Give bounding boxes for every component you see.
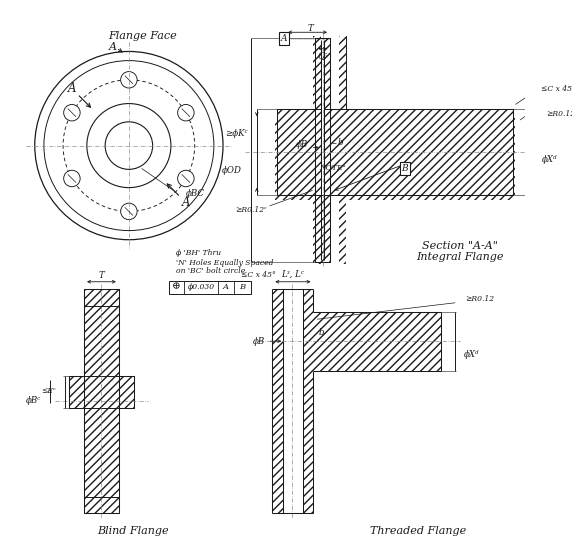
Text: Threaded Flange: Threaded Flange bbox=[371, 526, 467, 536]
Text: A: A bbox=[67, 82, 76, 95]
Bar bbox=[283, 289, 303, 513]
Text: ≥R0.12: ≥R0.12 bbox=[465, 295, 494, 303]
Text: ϕB: ϕB bbox=[296, 140, 308, 149]
Bar bbox=[272, 312, 313, 371]
Text: ≤C x 45°: ≤C x 45° bbox=[241, 271, 276, 279]
Bar bbox=[84, 289, 119, 305]
Text: ϕ 'BH' Thru: ϕ 'BH' Thru bbox=[176, 249, 221, 258]
Bar bbox=[321, 36, 339, 264]
Bar bbox=[84, 376, 119, 408]
Bar bbox=[84, 497, 119, 513]
Bar bbox=[330, 109, 513, 195]
Text: Section "A-A": Section "A-A" bbox=[422, 241, 498, 251]
Text: A: A bbox=[223, 283, 229, 291]
Bar bbox=[277, 109, 315, 195]
Text: ≤Eᶜ: ≤Eᶜ bbox=[41, 387, 56, 395]
Bar bbox=[313, 200, 321, 264]
Text: B: B bbox=[402, 164, 408, 173]
Text: ≤C x 45°: ≤C x 45° bbox=[541, 85, 572, 93]
Text: T: T bbox=[98, 271, 104, 280]
Bar bbox=[339, 200, 347, 264]
Text: ≥ϕKᶜ: ≥ϕKᶜ bbox=[225, 129, 248, 138]
Text: ϕXᵈ: ϕXᵈ bbox=[542, 155, 558, 164]
Text: Integral Flange: Integral Flange bbox=[416, 252, 503, 262]
Bar bbox=[272, 289, 283, 513]
Bar bbox=[169, 281, 251, 294]
Bar bbox=[313, 312, 442, 371]
Text: A: A bbox=[181, 196, 190, 209]
Text: NOTEᵃ: NOTEᵃ bbox=[319, 164, 345, 173]
Bar bbox=[313, 36, 321, 264]
Circle shape bbox=[121, 203, 137, 220]
Text: ϕOD: ϕOD bbox=[223, 166, 242, 175]
Text: ⊕: ⊕ bbox=[172, 282, 181, 292]
Text: ≥R0.12ᶜ: ≥R0.12ᶜ bbox=[236, 205, 267, 214]
Text: T: T bbox=[307, 24, 313, 33]
Circle shape bbox=[121, 72, 137, 88]
Text: A: A bbox=[109, 42, 117, 52]
Circle shape bbox=[178, 104, 194, 121]
Circle shape bbox=[63, 170, 80, 186]
Bar bbox=[313, 36, 321, 118]
Bar bbox=[339, 36, 347, 264]
Text: Qᶜ: Qᶜ bbox=[317, 51, 328, 59]
Bar bbox=[69, 376, 134, 408]
Text: Lᵌ, Lᶜ: Lᵌ, Lᶜ bbox=[281, 270, 304, 279]
Bar bbox=[339, 36, 347, 118]
Text: ϕBC: ϕBC bbox=[185, 189, 205, 198]
Bar bbox=[347, 118, 515, 200]
Text: B: B bbox=[239, 283, 245, 291]
Bar bbox=[315, 109, 330, 195]
Text: ϕXᵈ: ϕXᵈ bbox=[464, 350, 480, 360]
Text: A: A bbox=[281, 34, 288, 43]
Text: ϕBᶜ: ϕBᶜ bbox=[26, 396, 41, 405]
Text: b: b bbox=[319, 327, 324, 336]
Text: 'N' Holes Equally Spaced: 'N' Holes Equally Spaced bbox=[176, 259, 274, 266]
Bar bbox=[315, 38, 330, 109]
Bar bbox=[303, 289, 313, 513]
Circle shape bbox=[178, 170, 194, 186]
Bar bbox=[275, 118, 313, 200]
Bar bbox=[315, 195, 330, 261]
Text: ≥R0.12: ≥R0.12 bbox=[546, 109, 572, 118]
Text: ϕ0.030: ϕ0.030 bbox=[188, 283, 214, 291]
Text: Flange Face: Flange Face bbox=[108, 31, 177, 41]
Bar bbox=[84, 408, 119, 497]
Bar bbox=[313, 36, 347, 118]
Circle shape bbox=[63, 104, 80, 121]
Text: ϕB: ϕB bbox=[253, 337, 265, 346]
Text: Blind Flange: Blind Flange bbox=[98, 526, 169, 536]
Bar bbox=[84, 305, 119, 376]
Bar bbox=[321, 38, 324, 261]
Text: b: b bbox=[337, 138, 343, 148]
Text: on 'BC' bolt circle: on 'BC' bolt circle bbox=[176, 267, 245, 275]
